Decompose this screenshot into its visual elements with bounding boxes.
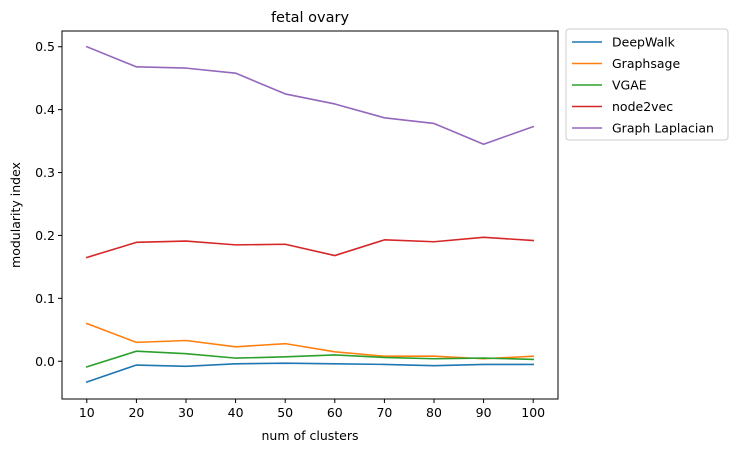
series-line-graph-laplacian [85, 45, 535, 146]
x-tick-label: 50 [277, 405, 293, 420]
series-line-node2vec [85, 236, 535, 259]
y-axis: 0.0 0.1 0.2 0.3 0.4 0.5 [35, 39, 62, 369]
y-tick-label: 0.1 [35, 291, 55, 306]
y-axis-label: modularity index [8, 162, 23, 268]
legend-label: Graph Laplacian [612, 121, 714, 136]
x-tick-label: 80 [426, 405, 442, 420]
legend-label: DeepWalk [612, 35, 676, 50]
x-tick-label: 90 [476, 405, 492, 420]
y-tick-label: 0.5 [35, 39, 55, 54]
legend-label: Graphsage [612, 56, 680, 71]
x-tick-label: 70 [376, 405, 392, 420]
y-tick-label: 0.0 [35, 354, 55, 369]
y-tick-label: 0.3 [35, 165, 55, 180]
x-axis-label: num of clusters [261, 428, 358, 443]
x-tick-label: 10 [79, 405, 95, 420]
series-line-deepwalk [85, 362, 535, 384]
series-line-vgae [85, 350, 535, 368]
y-tick-label: 0.4 [35, 102, 55, 117]
x-tick-label: 40 [228, 405, 244, 420]
series-lines [85, 45, 535, 384]
x-axis: 10 20 30 40 50 60 70 80 90 100 [79, 399, 545, 420]
legend: DeepWalk Graphsage VGAE node2vec Graph Lapla… [565, 28, 729, 141]
x-tick-label: 60 [327, 405, 343, 420]
series-line-graphsage [85, 322, 535, 360]
plot-area [61, 30, 559, 400]
chart-title: fetal ovary [271, 10, 350, 26]
x-tick-label: 100 [521, 405, 545, 420]
legend-frame [565, 28, 729, 141]
y-tick-label: 0.2 [35, 228, 55, 243]
x-tick-label: 30 [178, 405, 194, 420]
legend-label: node2vec [612, 99, 673, 114]
legend-label: VGAE [612, 78, 647, 93]
x-tick-label: 20 [128, 405, 144, 420]
